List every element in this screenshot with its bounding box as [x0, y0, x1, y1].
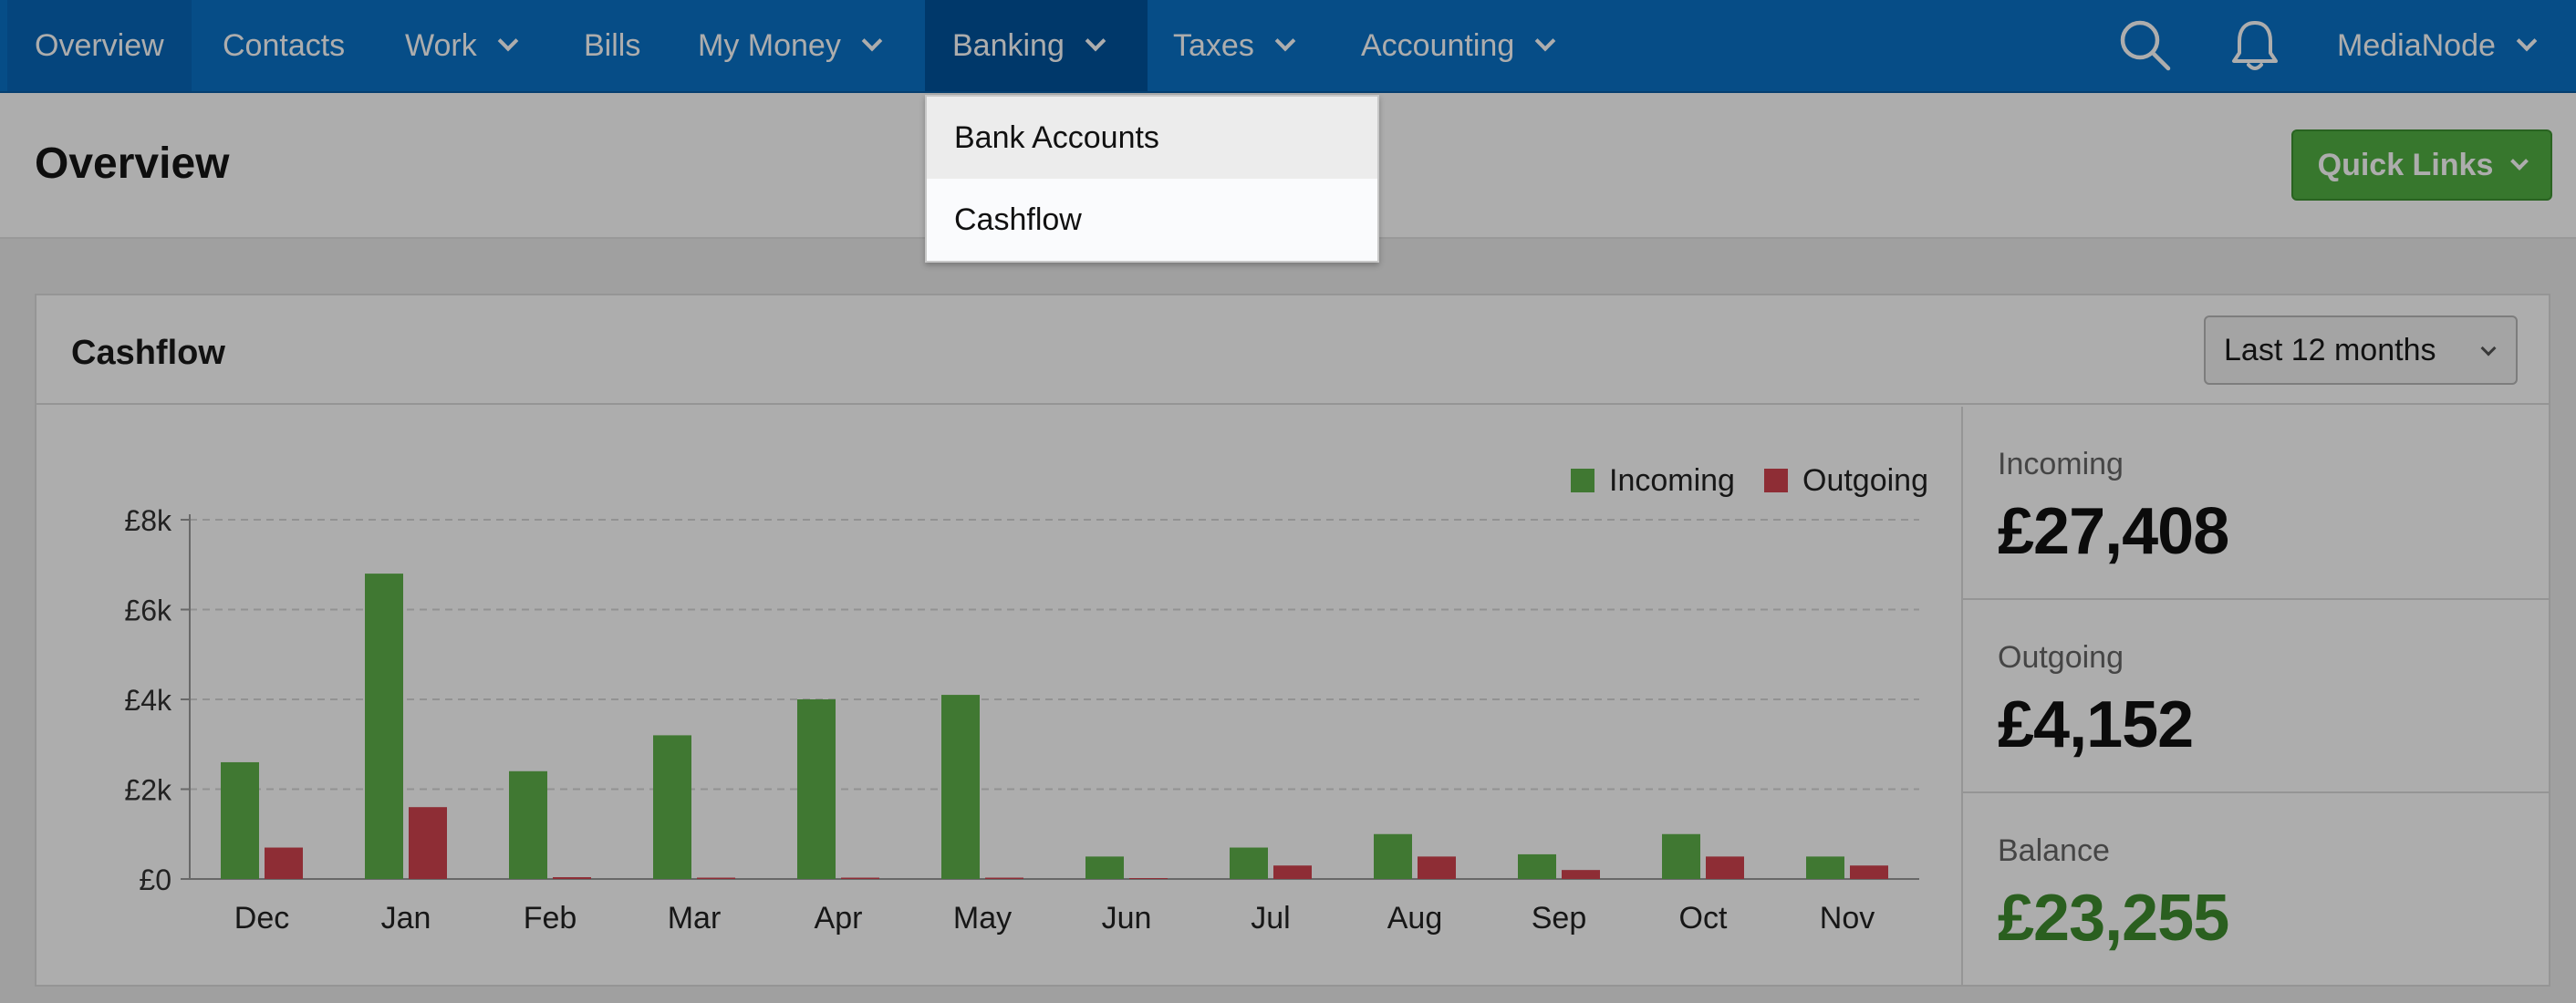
stat-balance: Balance £23,255 [1963, 793, 2550, 987]
stat-balance-value: £23,255 [1998, 882, 2229, 955]
chevron-down-icon [2510, 152, 2529, 171]
bar-outgoing-feb [553, 877, 591, 879]
cashflow-chart: £0 £2k £4k £6k £8k Dec Jan Feb Mar Apr May Jun Jul Au… [36, 407, 1961, 985]
chevron-down-icon [497, 30, 519, 52]
bar-incoming-jul [1230, 847, 1268, 879]
legend-label-outgoing: Outgoing [1802, 463, 1928, 498]
range-value: Last 12 months [2224, 332, 2436, 367]
nav-accounting[interactable]: Accounting [1334, 0, 1580, 91]
chevron-down-icon [1274, 30, 1296, 52]
bar-outgoing-nov [1850, 865, 1888, 879]
nav-work-label: Work [405, 27, 477, 63]
bar-incoming-aug [1374, 833, 1412, 879]
bar-outgoing-apr [841, 877, 879, 879]
y-tick-label: £4k [124, 684, 172, 717]
bar-outgoing-mar [697, 877, 735, 879]
stat-outgoing-label: Outgoing [1998, 640, 2124, 675]
stat-outgoing: Outgoing £4,152 [1963, 600, 2550, 793]
user-name: MediaNode [2337, 27, 2496, 63]
nav-accounting-label: Accounting [1361, 27, 1515, 63]
y-tick-label: £2k [124, 774, 172, 807]
x-tick-label: Oct [1679, 901, 1728, 936]
x-tick-label: Jul [1251, 901, 1290, 936]
x-tick-label: Apr [815, 901, 863, 936]
nav-taxes[interactable]: Taxes [1146, 0, 1320, 91]
bar-outgoing-may [985, 877, 1023, 879]
bar-outgoing-jun [1129, 878, 1168, 879]
y-tick-label: £8k [124, 504, 172, 537]
nav-contacts-label: Contacts [223, 27, 346, 63]
chart-svg: £0 £2k £4k £6k £8k Dec Jan Feb Mar Apr May Jun Jul Au… [124, 463, 1928, 936]
chevron-down-icon [1534, 30, 1556, 52]
bar-outgoing-jul [1273, 865, 1312, 879]
y-tick-label: £6k [124, 595, 172, 627]
y-tick-label: £0 [139, 863, 171, 896]
stat-incoming-label: Incoming [1998, 447, 2124, 481]
x-tick-label: May [953, 901, 1012, 936]
bar-incoming-sep [1518, 853, 1556, 879]
menu-item-cashflow[interactable]: Cashflow [927, 179, 1377, 261]
legend-swatch-incoming [1571, 469, 1594, 492]
x-tick-label: Jun [1102, 901, 1152, 936]
bar-incoming-feb [509, 770, 547, 879]
nav-bills-label: Bills [584, 27, 641, 63]
bar-incoming-jun [1085, 856, 1124, 879]
menu-item-label: Cashflow [954, 202, 1082, 237]
bar-incoming-dec [221, 761, 259, 879]
stats-panel: Incoming £27,408 Outgoing £4,152 Balance… [1961, 407, 2550, 987]
nav-banking[interactable]: Banking [925, 0, 1148, 91]
nav-my-money[interactable]: My Money [670, 0, 907, 91]
nav-taxes-label: Taxes [1173, 27, 1254, 63]
bar-outgoing-sep [1562, 870, 1600, 879]
nav-banking-label: Banking [952, 27, 1065, 63]
page-title: Overview [35, 140, 230, 188]
menu-item-label: Bank Accounts [954, 119, 1159, 155]
nav-overview-label: Overview [35, 27, 164, 63]
card-title: Cashflow [71, 334, 225, 372]
top-navigation: Overview Contacts Work Bills My Money Ba… [0, 0, 2576, 93]
x-tick-label: Sep [1532, 901, 1587, 936]
stat-incoming: Incoming £27,408 [1963, 407, 2550, 600]
chevron-down-icon [2516, 30, 2538, 52]
nav-work[interactable]: Work [378, 0, 543, 91]
bar-incoming-jan [365, 574, 403, 879]
menu-item-bank-accounts[interactable]: Bank Accounts [927, 97, 1377, 179]
x-tick-label: Nov [1820, 901, 1875, 936]
quick-links-button[interactable]: Quick Links [2291, 129, 2552, 201]
banking-dropdown: Bank Accounts Cashflow [925, 95, 1379, 263]
range-select[interactable]: Last 12 months [2204, 315, 2518, 385]
x-tick-label: Mar [668, 901, 722, 936]
search-icon[interactable] [2113, 13, 2178, 78]
chevron-down-icon [2480, 340, 2497, 357]
legend-swatch-outgoing [1764, 469, 1788, 492]
cashflow-card: Cashflow Last 12 months £0 £2k £4k £6k £8k De… [35, 294, 2550, 987]
chevron-down-icon [861, 30, 883, 52]
nav-contacts[interactable]: Contacts [195, 0, 372, 91]
bar-outgoing-jan [409, 807, 447, 879]
bar-incoming-mar [653, 735, 691, 879]
nav-bills[interactable]: Bills [556, 0, 668, 91]
stat-outgoing-value: £4,152 [1998, 688, 2194, 761]
nav-overview[interactable]: Overview [7, 0, 192, 91]
card-header: Cashflow Last 12 months [36, 295, 2549, 405]
legend-label-incoming: Incoming [1609, 463, 1735, 498]
quick-links-label: Quick Links [2317, 147, 2494, 182]
bell-icon[interactable] [2222, 13, 2288, 78]
x-tick-label: Dec [234, 901, 289, 936]
x-tick-label: Jan [381, 901, 431, 936]
bar-incoming-may [941, 695, 980, 879]
bar-outgoing-aug [1418, 856, 1456, 879]
bar-incoming-apr [797, 699, 836, 879]
stat-balance-label: Balance [1998, 833, 2110, 868]
bar-incoming-oct [1662, 833, 1700, 879]
bar-outgoing-oct [1706, 856, 1744, 879]
stat-incoming-value: £27,408 [1998, 495, 2229, 568]
bar-outgoing-dec [265, 847, 303, 879]
nav-my-money-label: My Money [698, 27, 841, 63]
x-tick-label: Feb [524, 901, 577, 936]
bar-incoming-nov [1806, 856, 1844, 879]
chevron-down-icon [1085, 30, 1106, 52]
user-menu[interactable]: MediaNode [2310, 0, 2561, 91]
x-tick-label: Aug [1387, 901, 1443, 936]
